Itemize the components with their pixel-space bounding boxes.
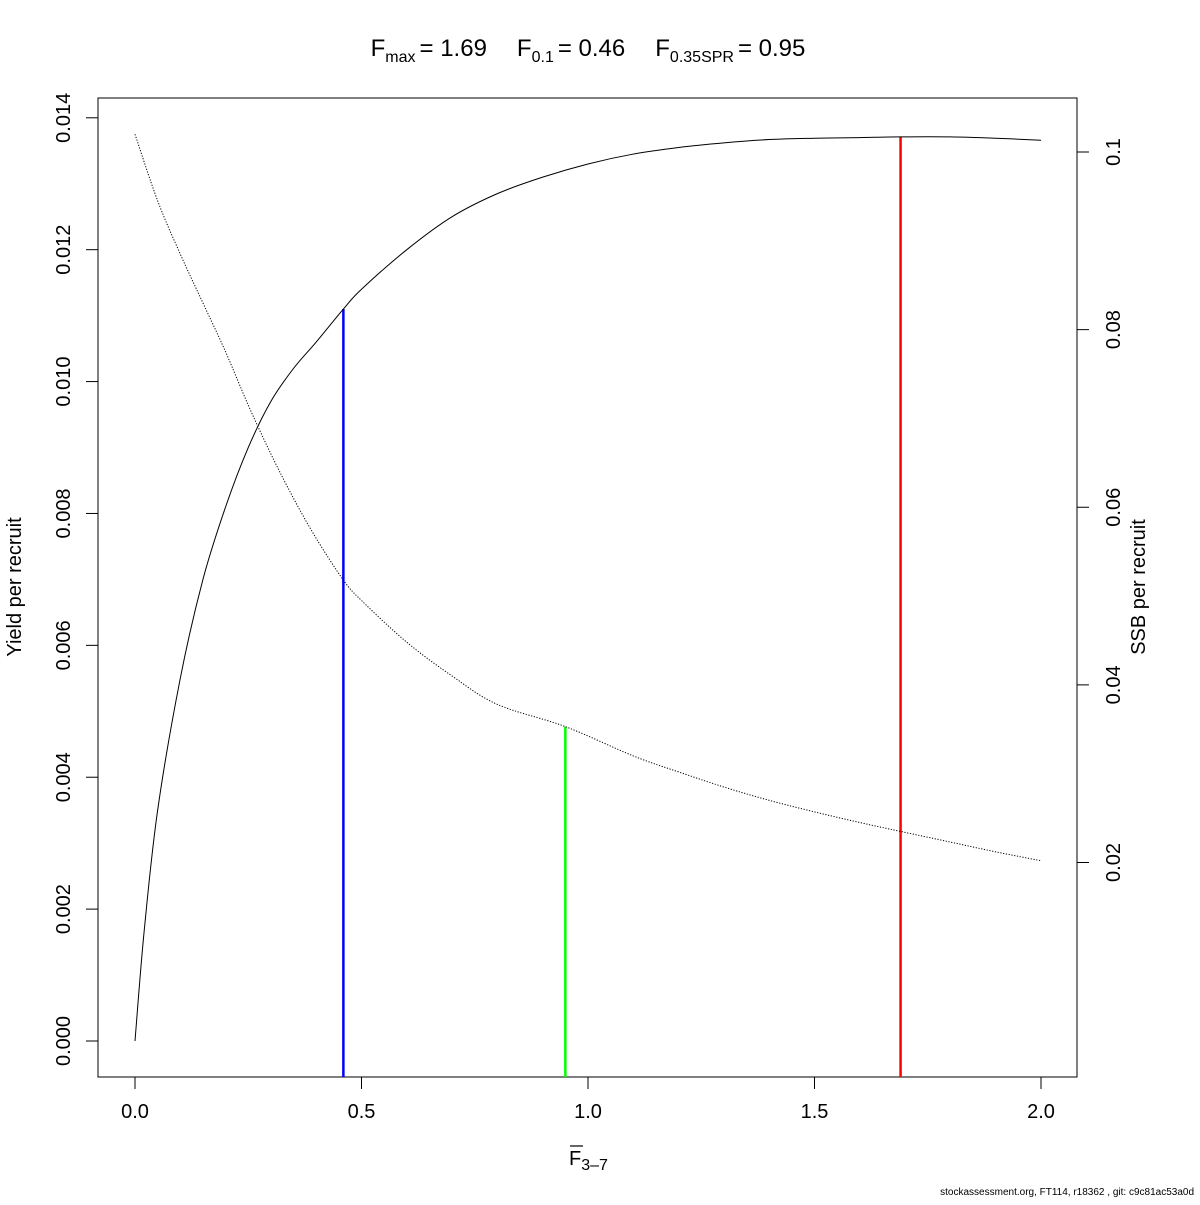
y-left-tick-label: 0.000 [53,1016,75,1066]
y-axis-left: 0.000 0.002 0.004 0.006 0.008 0.010 0.012 0.014 [53,93,99,1066]
title-fspr-symbol: F [655,35,670,62]
yield-per-recruit-curve [134,136,1042,1042]
footer-note: stockassessment.org, FT114, r18362 , git… [940,1187,1194,1198]
ssb-per-recruit-curve [134,134,1042,862]
x-tick-label: 1.0 [574,1101,602,1123]
x-axis-title-sub: 3–7 [581,1157,608,1174]
y-right-tick-label: 0.04 [1103,665,1125,704]
x-axis: 0.0 0.5 1.0 1.5 2.0 [121,1076,1055,1123]
y-axis-right: 0.02 0.04 0.06 0.08 0.1 [1076,138,1125,882]
x-tick-label: 1.5 [801,1101,829,1123]
title-fspr-sub: 0.35SPR [670,49,734,66]
title-fmax-symbol: F [371,35,386,62]
plot-frame [97,97,1078,1078]
y-right-tick-label: 0.02 [1103,843,1125,882]
x-axis-title: F3–7 [569,1148,608,1174]
x-tick-label: 0.5 [348,1101,376,1123]
title-fmax-sub: max [385,49,415,66]
y-left-tick-label: 0.010 [53,357,75,407]
title-f01-sub: 0.1 [532,49,554,66]
y-left-tick-label: 0.002 [53,884,75,934]
x-tick-label: 2.0 [1027,1101,1055,1123]
y-left-tick-label: 0.012 [53,225,75,275]
title-fmax-value: = 1.69 [420,35,487,62]
y-axis-left-title: Yield per recruit [4,517,26,657]
y-right-tick-label: 0.06 [1103,488,1125,527]
x-tick-label: 0.0 [121,1101,149,1123]
y-left-tick-label: 0.014 [53,93,75,143]
title-fspr-value: = 0.95 [738,35,805,62]
y-left-tick-label: 0.008 [53,488,75,538]
series-lines [134,134,1042,1042]
y-axis-right-title: SSB per recruit [1128,519,1150,655]
y-right-tick-label: 0.1 [1103,138,1125,166]
chart-title: Fmax = 1.69 F0.1 = 0.46 F0.35SPR = 0.95 [371,35,806,66]
y-left-tick-label: 0.004 [53,752,75,802]
title-f01-value: = 0.46 [558,35,625,62]
x-axis-title-symbol: F [569,1148,581,1170]
y-left-tick-label: 0.006 [53,620,75,670]
y-right-tick-label: 0.08 [1103,310,1125,349]
reference-lines [342,136,902,1077]
title-f01-symbol: F [517,35,532,62]
